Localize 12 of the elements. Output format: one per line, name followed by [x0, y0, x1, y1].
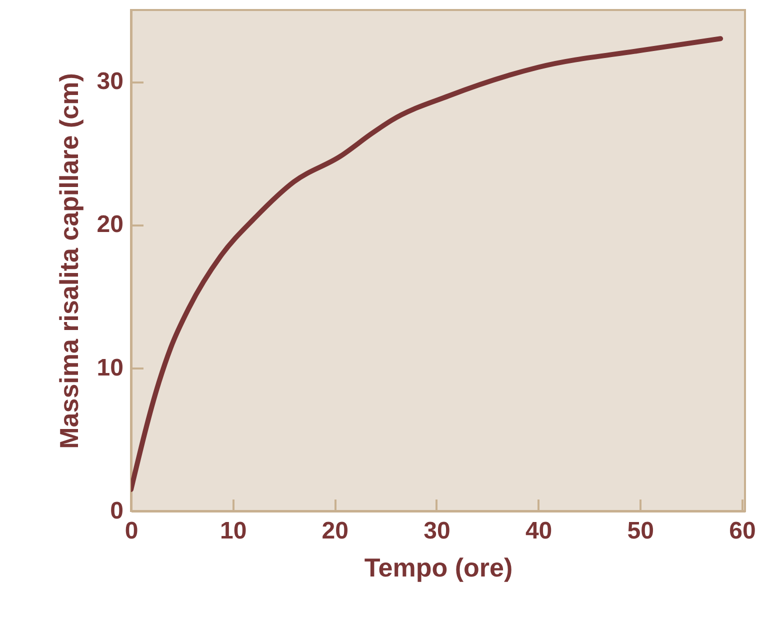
- y-tick-label: 30: [96, 68, 124, 96]
- y-axis-title: Massima risalita capillare (cm): [54, 73, 84, 449]
- x-tick-label: 20: [322, 518, 348, 544]
- x-tick-label: 40: [525, 518, 552, 544]
- x-tick-label: 10: [220, 518, 247, 544]
- x-tick-label: 60: [729, 518, 756, 544]
- y-tick-label: 10: [96, 354, 124, 382]
- x-axis-title: Tempo (ore): [364, 552, 513, 582]
- x-tick-label: 30: [424, 518, 450, 544]
- x-tick-label: 50: [627, 518, 654, 544]
- y-tick-label: 0: [110, 498, 124, 524]
- y-tick-label: 20: [96, 211, 124, 238]
